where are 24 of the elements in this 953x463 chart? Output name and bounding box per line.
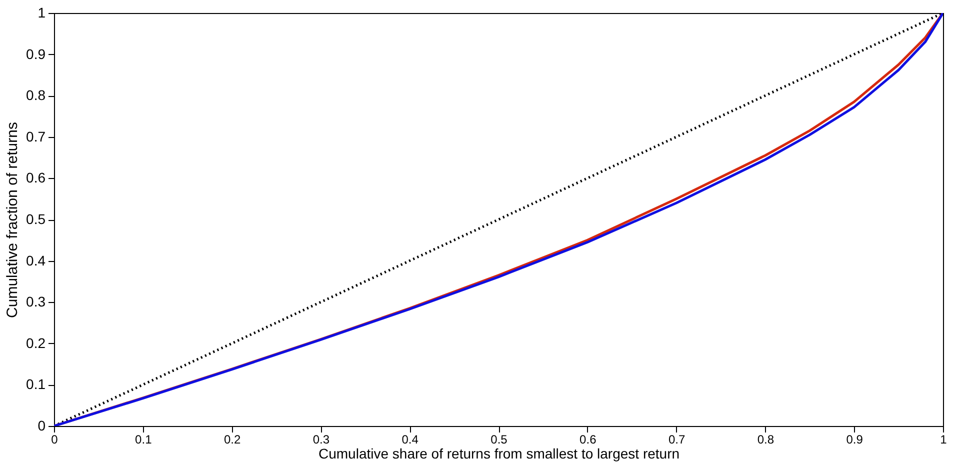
y-tick-label: 0.4 bbox=[26, 252, 46, 268]
y-tick-label: 0 bbox=[38, 418, 46, 434]
x-tick-label: 0.2 bbox=[224, 432, 241, 446]
x-axis-title: Cumulative share of returns from smallest to largest return bbox=[318, 446, 680, 462]
y-tick-label: 0.2 bbox=[26, 334, 46, 351]
x-tick-label: 0.1 bbox=[135, 432, 152, 446]
x-tick-label: 0.4 bbox=[402, 432, 419, 446]
x-tick-label: 0.7 bbox=[668, 432, 686, 446]
x-tick-label: 0.9 bbox=[846, 432, 864, 446]
y-tick-label: 0.1 bbox=[26, 376, 46, 392]
y-tick-label: 0.6 bbox=[26, 170, 46, 186]
x-tick-label: 0.3 bbox=[312, 432, 330, 446]
y-tick-label: 0.8 bbox=[26, 87, 46, 104]
x-tick-label: 0.6 bbox=[580, 432, 597, 446]
x-tick-label: 0 bbox=[51, 432, 58, 446]
y-tick-label: 1 bbox=[38, 4, 46, 20]
x-tick-label: 1 bbox=[940, 432, 948, 446]
y-tick-label: 0.5 bbox=[26, 211, 46, 227]
y-axis-title: Cumulative fraction of returns bbox=[4, 122, 22, 318]
y-tick-label: 0.3 bbox=[26, 294, 46, 310]
y-tick-label: 0.9 bbox=[26, 46, 46, 62]
x-tick-label: 0.5 bbox=[490, 432, 508, 446]
y-tick-label: 0.7 bbox=[26, 128, 46, 144]
x-tick-label: 0.8 bbox=[757, 432, 774, 446]
